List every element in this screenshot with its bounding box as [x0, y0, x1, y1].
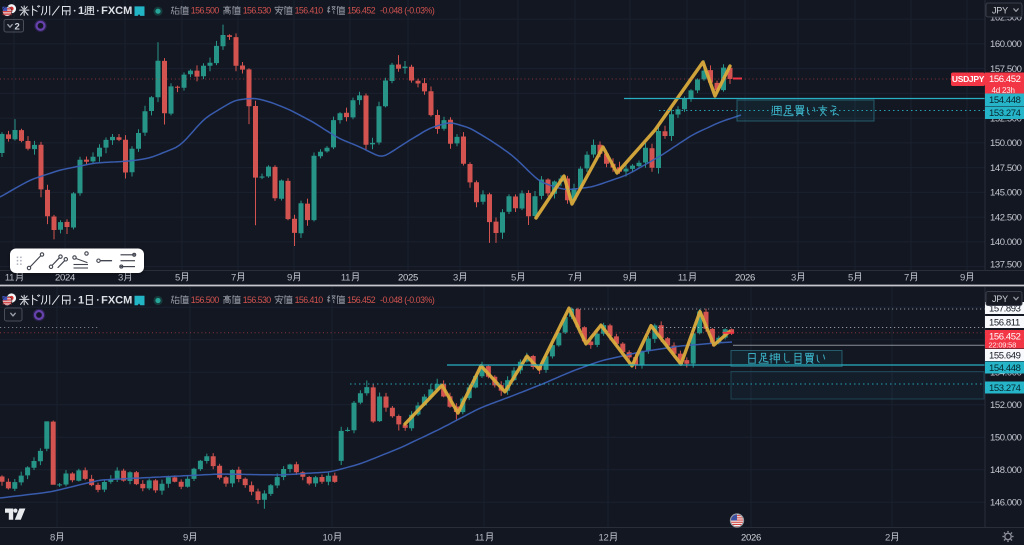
svg-text:JPY: JPY	[992, 6, 1008, 16]
svg-text:157.500: 157.500	[990, 64, 1022, 75]
svg-text:152.000: 152.000	[990, 400, 1022, 411]
svg-text:2: 2	[15, 22, 20, 33]
svg-text:7: 7	[904, 273, 909, 284]
svg-text:8: 8	[50, 533, 55, 544]
svg-text:7: 7	[568, 273, 573, 284]
svg-text:11: 11	[475, 533, 484, 544]
svg-text:4d 23h: 4d 23h	[992, 86, 1015, 95]
svg-text:150.000: 150.000	[990, 433, 1022, 444]
svg-text:9: 9	[287, 273, 292, 284]
svg-text:3: 3	[791, 273, 796, 284]
svg-text:146.000: 146.000	[990, 498, 1022, 509]
svg-text:12: 12	[599, 533, 609, 544]
svg-text:11: 11	[341, 273, 350, 284]
svg-text:1: 1	[78, 5, 84, 17]
svg-text:154.448: 154.448	[989, 363, 1021, 374]
svg-text:10: 10	[323, 533, 333, 544]
svg-text:156.452: 156.452	[347, 6, 376, 16]
svg-text:22:09:58: 22:09:58	[989, 340, 1017, 349]
svg-text:160.000: 160.000	[990, 39, 1022, 50]
svg-text:11: 11	[678, 273, 687, 284]
svg-text:2026: 2026	[741, 533, 761, 544]
svg-text:-0.048 (-0.03%): -0.048 (-0.03%)	[380, 6, 435, 16]
svg-text:157.893: 157.893	[989, 303, 1021, 314]
svg-text:137.500: 137.500	[990, 260, 1022, 271]
svg-text:3: 3	[118, 273, 123, 284]
svg-text:2: 2	[885, 533, 890, 544]
svg-text:9: 9	[183, 533, 188, 544]
svg-text:1: 1	[78, 294, 84, 306]
svg-text:150.000: 150.000	[990, 138, 1022, 149]
svg-text:140.000: 140.000	[990, 237, 1022, 248]
svg-text:5: 5	[848, 273, 853, 284]
svg-text:156.500: 156.500	[191, 6, 220, 16]
svg-text:156.410: 156.410	[295, 295, 324, 305]
svg-text:2026: 2026	[735, 273, 755, 284]
svg-text:156.811: 156.811	[989, 317, 1020, 328]
svg-text:162.500: 162.500	[990, 13, 1022, 24]
svg-text:7: 7	[231, 273, 236, 284]
svg-text:-0.048 (-0.03%): -0.048 (-0.03%)	[380, 295, 435, 305]
svg-text:156.530: 156.530	[243, 295, 272, 305]
svg-text:156.452: 156.452	[347, 295, 376, 305]
svg-text:147.500: 147.500	[990, 163, 1022, 174]
svg-text:2024: 2024	[55, 273, 75, 284]
svg-text:5: 5	[175, 273, 180, 284]
svg-text:148.000: 148.000	[990, 465, 1022, 476]
svg-text:156.500: 156.500	[191, 295, 220, 305]
svg-text:FXCM: FXCM	[101, 294, 132, 306]
svg-text:3: 3	[453, 273, 458, 284]
svg-text:9: 9	[960, 273, 965, 284]
svg-text:155.649: 155.649	[989, 350, 1021, 361]
svg-text:11: 11	[5, 273, 14, 284]
svg-text:153.274: 153.274	[989, 383, 1021, 394]
svg-text:USDJPY: USDJPY	[952, 74, 985, 84]
svg-text:145.000: 145.000	[990, 188, 1022, 199]
svg-text:156.452: 156.452	[989, 331, 1021, 342]
svg-text:5: 5	[511, 273, 516, 284]
svg-text:156.530: 156.530	[243, 6, 272, 16]
svg-text:154.448: 154.448	[989, 95, 1021, 106]
svg-text:156.452: 156.452	[989, 74, 1021, 85]
svg-text:9: 9	[623, 273, 628, 284]
svg-text:156.410: 156.410	[295, 6, 324, 16]
svg-text:FXCM: FXCM	[101, 5, 132, 17]
svg-text:153.274: 153.274	[989, 108, 1021, 119]
svg-text:JPY: JPY	[992, 294, 1008, 304]
svg-text:142.500: 142.500	[990, 212, 1022, 223]
svg-text:2025: 2025	[398, 273, 418, 284]
